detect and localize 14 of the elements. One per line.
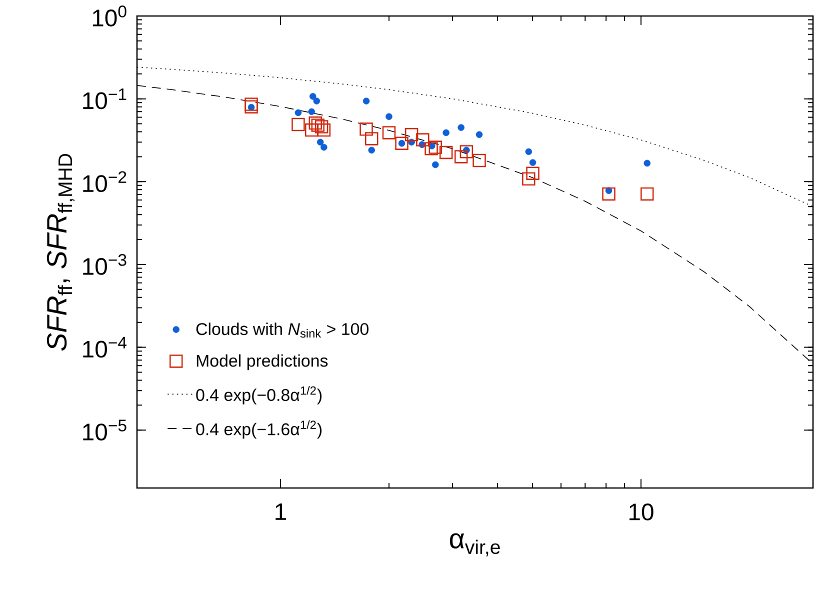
x-tick-label: 1 <box>276 503 286 520</box>
legend-label: Model predictions <box>196 354 328 370</box>
y-tick-label: 10$^{0}$ <box>92 6 126 26</box>
y-axis-title: SFR$_{ff}$, SFR$_{ff,MHD}$ <box>46 154 74 351</box>
y-tick-label: 10$^{−4}$ <box>83 336 127 358</box>
x-axis-title: α$_{vir,e}$ <box>450 533 500 556</box>
y-tick-label: 10$^{−3}$ <box>83 254 126 275</box>
legend-label: 0.4 exp(−1.6α$^{1/2}$) <box>196 420 322 439</box>
x-tick-label: 10 <box>630 503 654 520</box>
legend-label: Clouds with N$_{sink}$ > 100 <box>196 322 368 338</box>
y-tick-label: 10$^{−2}$ <box>83 171 126 192</box>
y-tick-label: 10$^{−1}$ <box>83 88 126 110</box>
legend-label: 0.4 exp(−0.8α$^{1/2}$) <box>196 386 322 404</box>
y-tick-label: 10$^{−5}$ <box>83 420 126 440</box>
